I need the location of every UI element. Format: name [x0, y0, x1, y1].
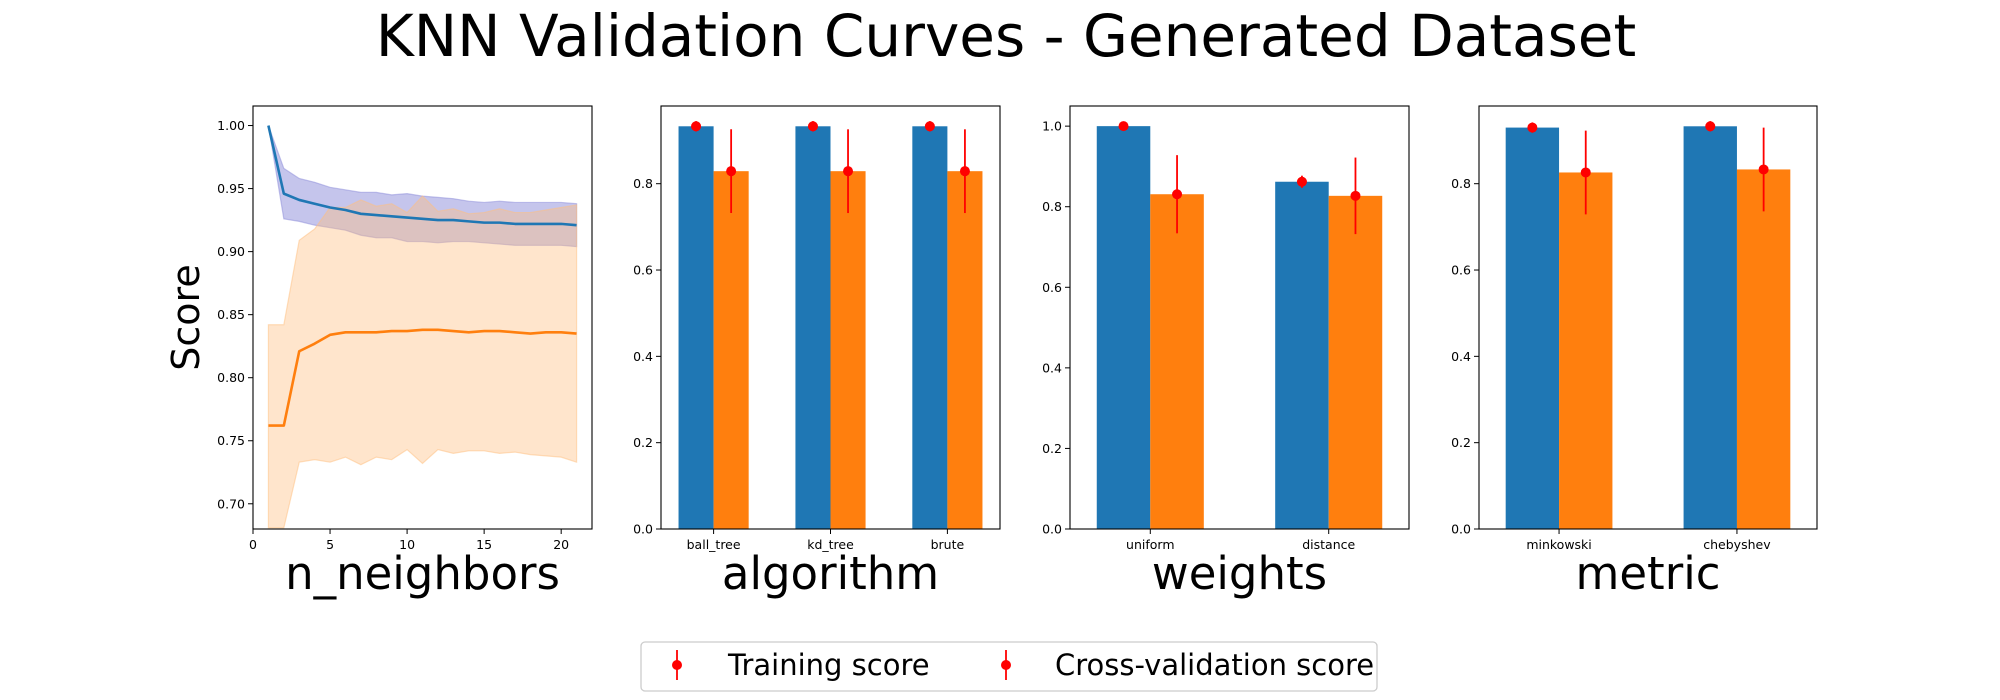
axes-frame — [1478, 105, 1818, 530]
ytick-label: 0.2 — [633, 435, 653, 450]
xtick-label: distance — [1302, 537, 1355, 552]
bar-cv-minkowski — [1559, 172, 1613, 529]
errorbar-point-cv-chebyshev — [1758, 164, 1769, 175]
ytick-label: 0.80 — [217, 370, 245, 385]
ytick-label: 0.8 — [1042, 199, 1062, 214]
ytick-label: 0.4 — [1042, 360, 1062, 375]
ytick-label: 0.90 — [217, 244, 245, 259]
errorbar-point-cv-uniform — [1172, 189, 1183, 200]
legend-entry-training: Training score — [672, 648, 930, 682]
bar-train-kd_tree — [795, 126, 831, 529]
line-plot-area — [267, 125, 578, 529]
ytick-label: 0.0 — [633, 522, 653, 537]
bar-cv-distance — [1328, 195, 1383, 529]
xtick-label: kd_tree — [807, 537, 854, 552]
errorbar-point-train-distance — [1296, 176, 1307, 187]
bar-cv-kd_tree — [830, 171, 866, 530]
errorbar-point-train-chebyshev — [1705, 121, 1716, 132]
xlabel: metric — [1576, 547, 1721, 600]
ytick-label: 0.6 — [633, 263, 653, 278]
series-line-cv — [268, 328, 577, 427]
ytick-label: 0.4 — [1451, 349, 1471, 364]
errorbar-point-train-minkowski — [1527, 122, 1538, 133]
bar-cv-brute — [947, 171, 983, 530]
ytick-label: 0.95 — [217, 181, 245, 196]
bar-train-minkowski — [1505, 127, 1560, 529]
bar-train-chebyshev — [1683, 126, 1737, 529]
ytick-label: 1.00 — [217, 118, 245, 133]
xtick-label: 10 — [399, 537, 415, 552]
legend-point-marker-cv — [1001, 660, 1011, 670]
ytick-label: 0.8 — [633, 176, 653, 191]
xtick-label: 5 — [326, 537, 334, 552]
legend-label-cv: Cross-validation score — [1055, 648, 1374, 682]
legend-label-training: Training score — [727, 648, 930, 682]
ytick-label: 0.6 — [1451, 263, 1471, 278]
xtick-label: 15 — [476, 537, 492, 552]
axes-frame — [252, 105, 593, 530]
xlabel: n_neighbors — [285, 547, 560, 600]
xlabel: weights — [1152, 547, 1327, 600]
subplot-grid: 0.70 0.75 0.80 0.85 0.90 0.95 1.00 0 5 10 15 20 Scor… — [164, 105, 1818, 600]
errorbar-point-cv-distance — [1350, 190, 1361, 201]
subplot-n_neighbors: 0.70 0.75 0.80 0.85 0.90 0.95 1.00 0 5 10 15 20 Scor… — [164, 105, 593, 600]
ytick-label: 0.4 — [633, 349, 653, 364]
errorbar-point-train-ball_tree — [691, 121, 702, 132]
ytick-label: 0.0 — [1451, 522, 1471, 537]
legend-point-marker-training — [672, 660, 682, 670]
errorbar-point-cv-kd_tree — [843, 166, 854, 177]
ytick-label: 0.75 — [217, 433, 245, 448]
legend-entry-cv: Cross-validation score — [1001, 648, 1374, 682]
xlabel: algorithm — [722, 547, 939, 600]
std-band-cv — [267, 195, 578, 529]
ytick-label: 0.70 — [217, 496, 245, 511]
bar-train-uniform — [1096, 126, 1151, 530]
figure-title: KNN Validation Curves - Generated Datase… — [376, 2, 1636, 70]
bar-cv-ball_tree — [713, 171, 749, 530]
xtick-label: 0 — [249, 537, 257, 552]
bar-cv-chebyshev — [1736, 169, 1791, 529]
bar-train-distance — [1275, 181, 1329, 530]
subplot-algorithm: 0.0 0.2 0.4 0.6 0.8 ball_tree kd_tree brutealgo… — [633, 105, 1001, 600]
ytick-label: 0.2 — [1042, 441, 1062, 456]
ytick-label: 0.8 — [1451, 176, 1471, 191]
xtick-label: uniform — [1126, 537, 1174, 552]
ytick-label: 0.2 — [1451, 435, 1471, 450]
xtick-label: 20 — [553, 537, 569, 552]
errorbar-point-cv-ball_tree — [726, 166, 737, 177]
errorbar-point-cv-brute — [959, 166, 970, 177]
axes-frame — [660, 105, 1001, 530]
xtick-label: chebyshev — [1703, 537, 1771, 552]
ytick-label: 0.6 — [1042, 280, 1062, 295]
ytick-label: 0.0 — [1042, 522, 1062, 537]
xtick-label: minkowski — [1526, 537, 1591, 552]
axes-frame — [1069, 105, 1410, 530]
ytick-label: 0.85 — [217, 307, 245, 322]
errorbar-point-cv-minkowski — [1580, 167, 1591, 178]
xtick-label: ball_tree — [687, 537, 741, 552]
ylabel: Score — [164, 264, 208, 370]
errorbar-point-train-kd_tree — [807, 121, 818, 132]
bar-cv-uniform — [1150, 194, 1204, 529]
series-line-train — [267, 125, 577, 227]
bar-train-ball_tree — [678, 126, 714, 529]
errorbar-point-train-uniform — [1118, 121, 1129, 132]
bar-train-brute — [912, 126, 948, 529]
legend: Training score Cross-validation score — [640, 641, 1378, 692]
xtick-label: brute — [931, 537, 965, 552]
ytick-label: 1.0 — [1042, 119, 1062, 134]
errorbar-point-train-brute — [924, 121, 935, 132]
